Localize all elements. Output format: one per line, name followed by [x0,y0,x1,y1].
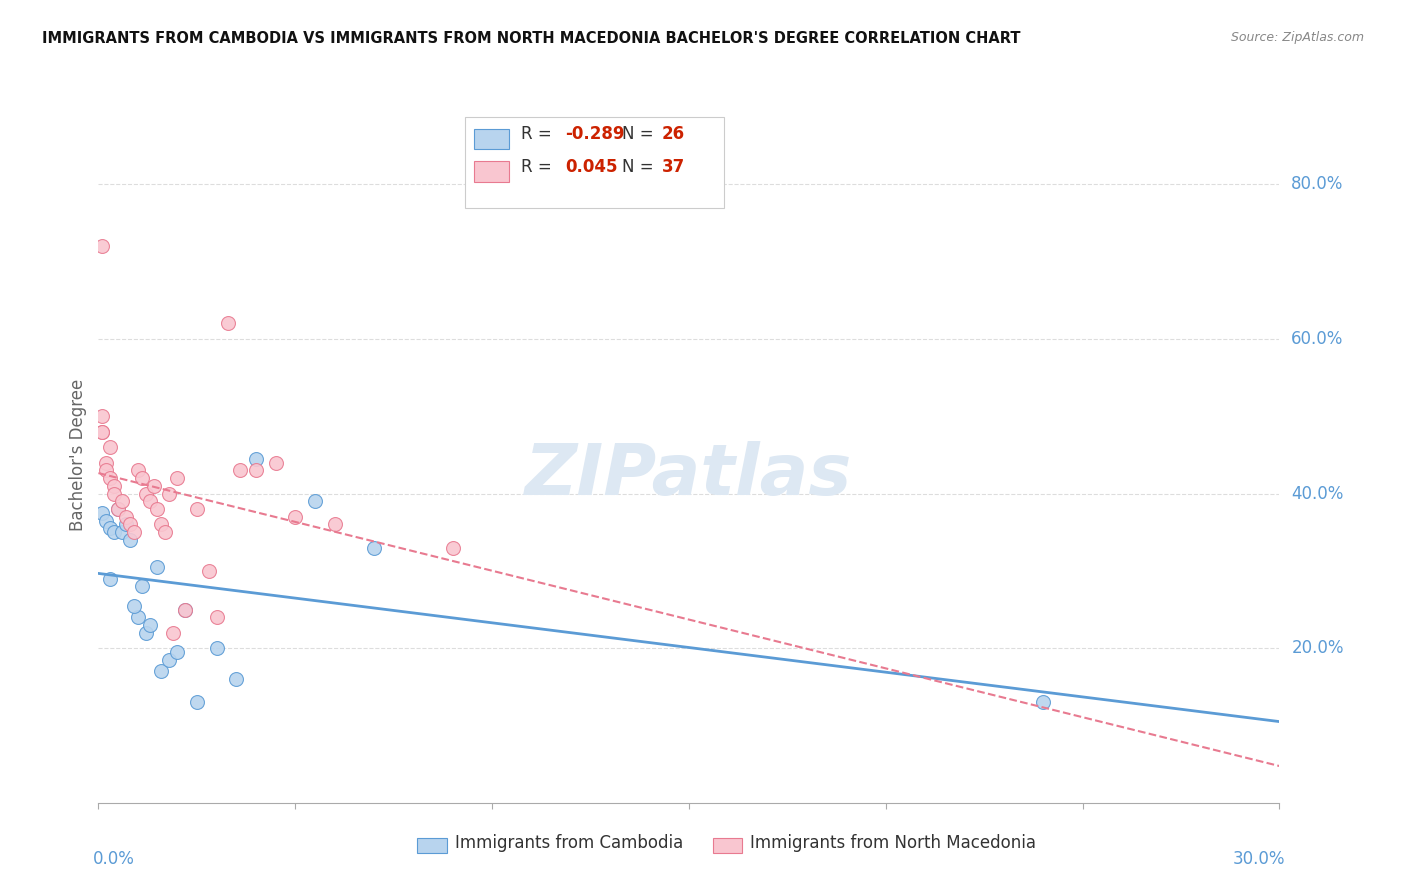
Point [91,239,114,253]
Point [122,525,145,540]
Point [162,625,184,640]
Point [197,564,219,578]
Point [138,618,160,632]
Point [245,451,267,466]
Point [229,463,252,477]
Text: R =: R = [522,158,557,176]
Point [166,471,188,485]
Point [111,494,134,508]
Point [98,572,121,586]
Point [304,494,326,508]
FancyBboxPatch shape [713,838,742,853]
Point [155,525,177,540]
Point [103,479,125,493]
Text: 26: 26 [662,125,685,144]
Point [96,463,118,477]
Point [96,514,118,528]
FancyBboxPatch shape [418,838,447,853]
Point [107,502,129,516]
Point [107,502,129,516]
Point [111,525,134,540]
Point [98,440,121,454]
Point [103,525,125,540]
Point [115,517,138,532]
Point [186,695,208,709]
Point [118,517,141,532]
Point [284,509,307,524]
Text: 20.0%: 20.0% [1291,640,1344,657]
Point [127,463,149,477]
Text: 40.0%: 40.0% [1291,484,1344,502]
Point [157,486,180,500]
Point [146,502,169,516]
Point [150,517,173,532]
Point [225,672,247,686]
Point [363,541,385,555]
Text: 37: 37 [662,158,685,176]
Point [118,533,141,547]
Point [146,560,169,574]
Point [91,409,114,424]
Point [174,602,197,616]
Point [131,471,153,485]
Point [98,471,121,485]
Text: 0.045: 0.045 [565,158,617,176]
Point [91,425,114,439]
Point [186,502,208,516]
Text: N =: N = [621,158,658,176]
Point [205,641,228,656]
Text: 60.0%: 60.0% [1291,330,1344,348]
Point [166,645,188,659]
Point [115,509,138,524]
Point [98,521,121,535]
Text: Immigrants from North Macedonia: Immigrants from North Macedonia [751,834,1036,852]
Point [96,456,118,470]
Point [245,463,267,477]
Text: -0.289: -0.289 [565,125,624,144]
Point [122,599,145,613]
FancyBboxPatch shape [474,128,509,150]
Point [131,579,153,593]
Point [135,625,157,640]
Text: N =: N = [621,125,658,144]
Point [205,610,228,624]
Text: 80.0%: 80.0% [1291,176,1344,194]
Point [91,506,114,520]
Point [142,479,165,493]
Point [441,541,464,555]
Text: 0.0%: 0.0% [93,850,135,868]
FancyBboxPatch shape [464,118,724,208]
Text: Immigrants from Cambodia: Immigrants from Cambodia [456,834,683,852]
Point [150,665,173,679]
Text: IMMIGRANTS FROM CAMBODIA VS IMMIGRANTS FROM NORTH MACEDONIA BACHELOR'S DEGREE CO: IMMIGRANTS FROM CAMBODIA VS IMMIGRANTS F… [42,31,1021,46]
Point [264,456,287,470]
Point [174,602,197,616]
Point [323,517,346,532]
Point [157,653,180,667]
Text: Source: ZipAtlas.com: Source: ZipAtlas.com [1230,31,1364,45]
Point [127,610,149,624]
Text: ZIPatlas: ZIPatlas [526,442,852,510]
Point [103,486,125,500]
Point [91,425,114,439]
Point [135,486,157,500]
Point [138,494,160,508]
FancyBboxPatch shape [474,161,509,182]
Point [1032,695,1054,709]
Point [217,317,239,331]
Text: 30.0%: 30.0% [1233,850,1285,868]
Text: R =: R = [522,125,557,144]
Y-axis label: Bachelor's Degree: Bachelor's Degree [69,379,87,531]
